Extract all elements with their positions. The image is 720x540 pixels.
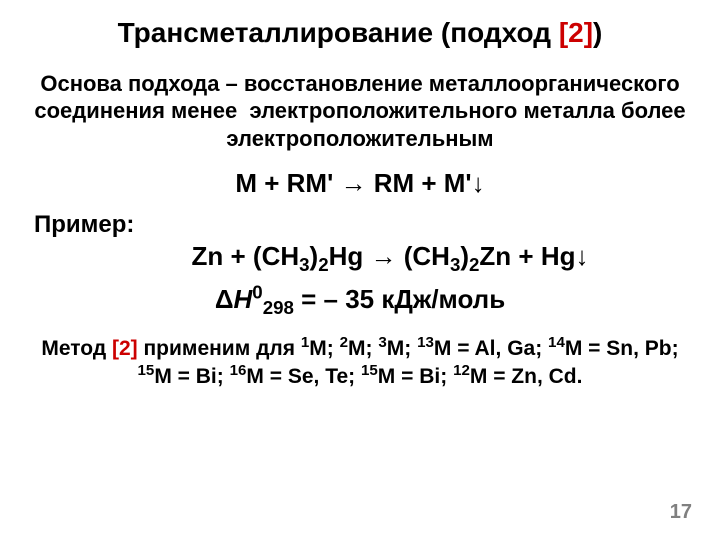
equation-example: Zn + (CH3)2Hg → (CH3)2Zn + Hg↓ [28, 241, 692, 272]
intro-text: Основа подхода – восстановление металлоо… [28, 70, 692, 153]
example-label: Пример: [28, 211, 692, 239]
title-ref: [2] [559, 17, 593, 48]
method-text: Метод [2] применим для 1M; 2M; 3M; 13M =… [28, 335, 692, 392]
title-left: Трансметаллирование (подход [118, 17, 559, 48]
slide: Трансметаллирование (подход [2]) Основа … [0, 0, 720, 540]
method-ref: [2] [112, 337, 138, 360]
equation-enthalpy: ΔH0298 = – 35 кДж/моль [28, 284, 692, 315]
title-right: ) [593, 17, 602, 48]
equation-general: M + RM' → RM + M'↓ [28, 168, 692, 199]
method-t2: применим для 1M; 2M; 3M; 13M = Al, Ga; 1… [138, 337, 679, 388]
method-t1: Метод [41, 337, 112, 360]
page-number: 17 [670, 501, 692, 524]
slide-title: Трансметаллирование (подход [2]) [28, 16, 692, 50]
